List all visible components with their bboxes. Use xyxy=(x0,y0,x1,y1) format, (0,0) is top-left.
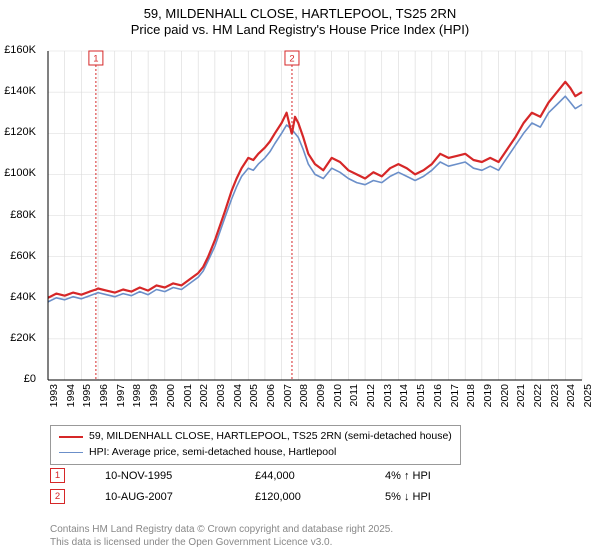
y-tick-label: £160K xyxy=(0,44,36,56)
x-tick-label: 2022 xyxy=(532,384,544,412)
x-tick-label: 2000 xyxy=(165,384,177,412)
x-tick-label: 1996 xyxy=(98,384,110,412)
legend-swatch xyxy=(59,452,83,453)
marker-row: 2 10-AUG-2007 £120,000 5% ↓ HPI xyxy=(50,489,485,504)
x-tick-label: 1994 xyxy=(65,384,77,412)
marker-row: 1 10-NOV-1995 £44,000 4% ↑ HPI xyxy=(50,468,485,483)
legend-row: 59, MILDENHALL CLOSE, HARTLEPOOL, TS25 2… xyxy=(59,429,452,445)
x-tick-label: 2016 xyxy=(432,384,444,412)
marker-date: 10-NOV-1995 xyxy=(105,470,215,482)
x-tick-label: 2011 xyxy=(348,384,360,412)
x-tick-label: 1995 xyxy=(81,384,93,412)
legend-label: 59, MILDENHALL CLOSE, HARTLEPOOL, TS25 2… xyxy=(89,429,452,445)
x-tick-label: 1997 xyxy=(115,384,127,412)
marker-delta: 4% ↑ HPI xyxy=(385,470,485,482)
y-tick-label: £40K xyxy=(0,291,36,303)
marker-date: 10-AUG-2007 xyxy=(105,491,215,503)
x-tick-label: 2007 xyxy=(282,384,294,412)
title-line2: Price paid vs. HM Land Registry's House … xyxy=(0,22,600,37)
y-tick-label: £100K xyxy=(0,167,36,179)
y-tick-label: £60K xyxy=(0,250,36,262)
x-tick-label: 2012 xyxy=(365,384,377,412)
x-tick-label: 2014 xyxy=(398,384,410,412)
y-tick-label: £80K xyxy=(0,209,36,221)
legend-row: HPI: Average price, semi-detached house,… xyxy=(59,445,452,461)
footer: Contains HM Land Registry data © Crown c… xyxy=(50,523,393,549)
x-tick-label: 2002 xyxy=(198,384,210,412)
x-tick-label: 2021 xyxy=(515,384,527,412)
x-tick-label: 2009 xyxy=(315,384,327,412)
marker-price: £120,000 xyxy=(255,491,345,503)
x-tick-label: 2010 xyxy=(332,384,344,412)
x-tick-label: 2017 xyxy=(449,384,461,412)
chart-plot: 12 xyxy=(40,45,590,415)
x-tick-label: 2013 xyxy=(382,384,394,412)
y-tick-label: £0 xyxy=(0,373,36,385)
footer-line1: Contains HM Land Registry data © Crown c… xyxy=(50,523,393,536)
y-tick-label: £20K xyxy=(0,332,36,344)
x-tick-label: 2005 xyxy=(248,384,260,412)
chart-container: 59, MILDENHALL CLOSE, HARTLEPOOL, TS25 2… xyxy=(0,0,600,560)
legend-label: HPI: Average price, semi-detached house,… xyxy=(89,445,336,461)
marker-badge: 2 xyxy=(50,489,65,504)
marker-badge: 1 xyxy=(50,468,65,483)
x-tick-label: 2004 xyxy=(232,384,244,412)
marker-table: 1 10-NOV-1995 £44,000 4% ↑ HPI 2 10-AUG-2007 £… xyxy=(50,468,485,510)
x-tick-label: 2020 xyxy=(499,384,511,412)
marker-price: £44,000 xyxy=(255,470,345,482)
title-block: 59, MILDENHALL CLOSE, HARTLEPOOL, TS25 2… xyxy=(0,0,600,37)
y-tick-label: £140K xyxy=(0,85,36,97)
x-tick-label: 2023 xyxy=(549,384,561,412)
svg-text:1: 1 xyxy=(93,54,98,65)
marker-delta: 5% ↓ HPI xyxy=(385,491,485,503)
x-tick-label: 1998 xyxy=(131,384,143,412)
chart-svg: 12 xyxy=(40,45,590,415)
x-tick-label: 2025 xyxy=(582,384,594,412)
x-tick-label: 2015 xyxy=(415,384,427,412)
y-tick-label: £120K xyxy=(0,126,36,138)
x-tick-label: 2006 xyxy=(265,384,277,412)
x-tick-label: 1993 xyxy=(48,384,60,412)
footer-line2: This data is licensed under the Open Gov… xyxy=(50,536,393,549)
x-tick-label: 2003 xyxy=(215,384,227,412)
legend-swatch xyxy=(59,436,83,438)
title-line1: 59, MILDENHALL CLOSE, HARTLEPOOL, TS25 2… xyxy=(0,6,600,21)
legend: 59, MILDENHALL CLOSE, HARTLEPOOL, TS25 2… xyxy=(50,425,461,465)
svg-text:2: 2 xyxy=(289,54,294,65)
x-tick-label: 2001 xyxy=(182,384,194,412)
x-tick-label: 2018 xyxy=(465,384,477,412)
x-tick-label: 1999 xyxy=(148,384,160,412)
x-tick-label: 2019 xyxy=(482,384,494,412)
x-tick-label: 2008 xyxy=(298,384,310,412)
x-tick-label: 2024 xyxy=(565,384,577,412)
